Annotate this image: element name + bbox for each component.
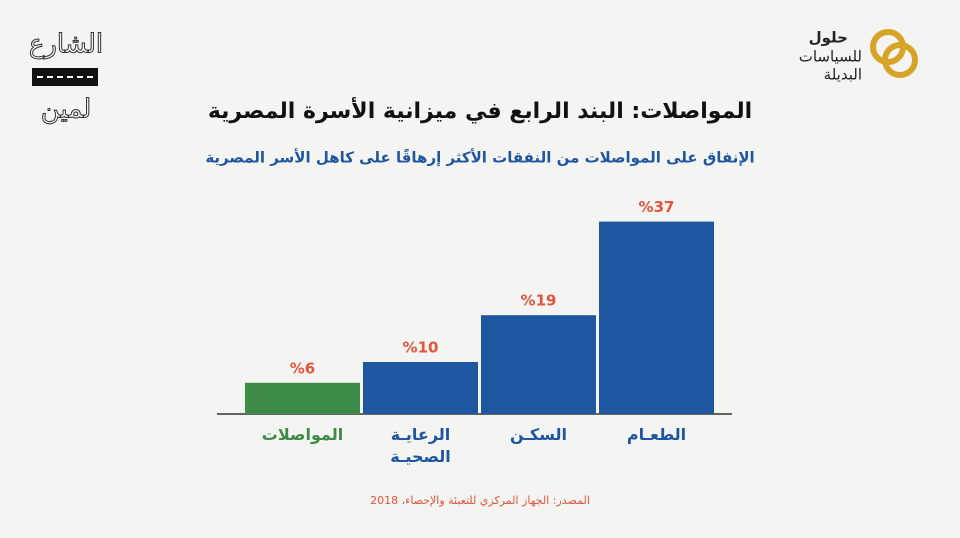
brand-line: البديلة — [824, 66, 862, 84]
brand-line: للسياسات — [799, 48, 862, 66]
x-tick-label: الرعايـة الصحيـة — [390, 425, 451, 466]
x-tick-label: المواصلات — [261, 425, 344, 444]
series-logo-text: لمين — [41, 95, 92, 125]
logo-ring — [882, 42, 918, 78]
bar — [599, 221, 714, 414]
category-label-box: الطعـام — [626, 425, 687, 444]
bar — [245, 382, 360, 414]
chart-subtitle: الإنفاق على المواصلات من النفقات الأكثر … — [205, 148, 754, 166]
category-label-box: السكـن — [510, 425, 567, 444]
value-label: %6 — [290, 359, 315, 377]
brand-title: حلول — [809, 29, 848, 47]
series-logo: الشارع لمين — [28, 29, 103, 125]
source: المصدر: الجهاز المركزي للتعبئة والإحصاء،… — [370, 494, 590, 507]
value-label: %19 — [521, 292, 557, 310]
value-label: %37 — [639, 198, 675, 216]
x-tick-label: السكـن — [510, 425, 567, 444]
category-label-box: الرعايـة الصحيـة — [390, 425, 451, 466]
road — [32, 68, 98, 86]
bar — [481, 315, 596, 414]
value-label: %10 — [403, 339, 439, 357]
chart-title: المواصلات: البند الرابع في ميزانية الأسر… — [208, 96, 752, 124]
brand-logo: حلول للسياسات البديلة — [799, 29, 918, 84]
series-logo-text: الشارع — [29, 30, 103, 60]
category-label-box: المواصلات — [261, 425, 344, 444]
bar — [363, 362, 478, 414]
x-tick-label: الطعـام — [626, 425, 687, 444]
